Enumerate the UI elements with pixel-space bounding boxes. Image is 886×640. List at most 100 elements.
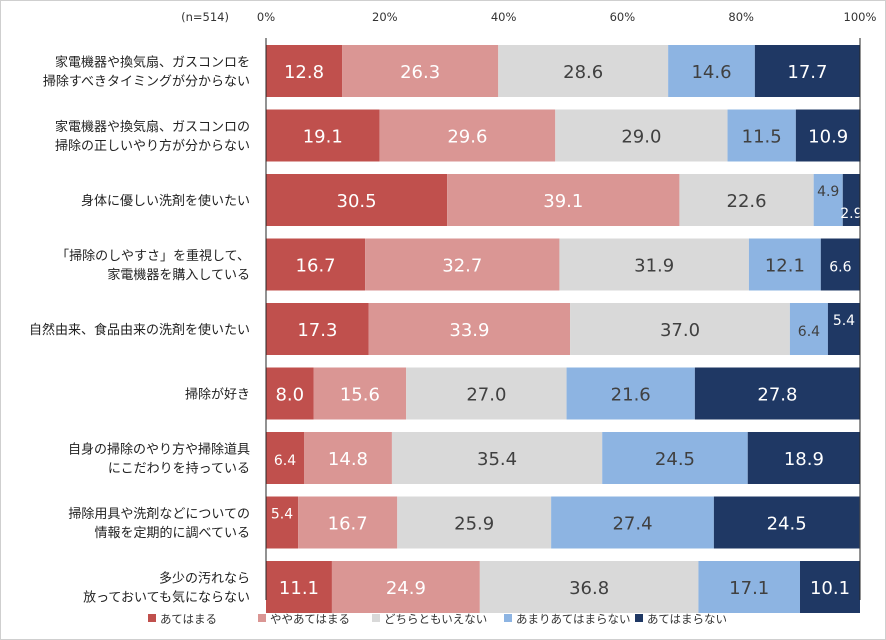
bar-segment bbox=[342, 45, 499, 97]
bar-segment bbox=[406, 367, 567, 420]
bar-segment bbox=[827, 303, 860, 355]
value-label: 10.1 bbox=[810, 578, 850, 599]
bar-segment bbox=[679, 174, 814, 226]
x-tick-label: 0% bbox=[257, 10, 275, 24]
value-label: 21.6 bbox=[611, 385, 651, 406]
value-label: 16.7 bbox=[328, 514, 368, 535]
value-label: 11.1 bbox=[279, 578, 319, 599]
bar-segment bbox=[668, 45, 755, 97]
bar-segment bbox=[368, 303, 571, 355]
value-label: 24.5 bbox=[655, 449, 695, 470]
bar-segment bbox=[602, 432, 748, 484]
value-label: 12.1 bbox=[765, 256, 805, 277]
value-label: 29.0 bbox=[621, 127, 661, 148]
bar-segment bbox=[266, 45, 343, 97]
value-label: 27.0 bbox=[466, 385, 506, 406]
bar-segment bbox=[365, 238, 560, 291]
category-label: にこだわりを持っている bbox=[108, 462, 250, 477]
value-label: 5.4 bbox=[271, 507, 293, 523]
bar-segment bbox=[498, 45, 669, 97]
legend-swatch bbox=[635, 614, 643, 622]
bar-segment bbox=[555, 109, 728, 162]
value-label: 12.8 bbox=[284, 62, 324, 83]
bar-segment bbox=[266, 367, 314, 420]
bar-segment bbox=[298, 496, 398, 549]
value-label: 27.4 bbox=[612, 514, 652, 535]
bar-segment bbox=[266, 561, 332, 613]
value-label: 17.3 bbox=[297, 320, 337, 341]
category-label: 自然由来、食品由来の洗剤を使いたい bbox=[29, 322, 250, 338]
value-label: 6.4 bbox=[274, 453, 296, 469]
legend-label: あまりあてはまらない bbox=[516, 612, 631, 626]
sample-size-label: (n=514) bbox=[181, 10, 229, 24]
bar-segment bbox=[331, 561, 480, 613]
value-label: 15.6 bbox=[340, 385, 380, 406]
value-label: 30.5 bbox=[337, 191, 377, 212]
legend-label: あてはまらない bbox=[647, 612, 727, 626]
value-label: 16.7 bbox=[296, 256, 336, 277]
bar-segment bbox=[266, 174, 448, 226]
bar-segment bbox=[694, 367, 860, 420]
bar-segment bbox=[266, 303, 369, 355]
x-tick-label: 60% bbox=[610, 10, 636, 24]
legend-label: あてはまる bbox=[160, 612, 217, 626]
bar-segment bbox=[754, 45, 860, 97]
value-label: 25.9 bbox=[454, 514, 494, 535]
category-label: 家電機器を購入している bbox=[107, 267, 250, 283]
value-label: 32.7 bbox=[442, 256, 482, 277]
value-label: 14.6 bbox=[691, 62, 731, 83]
value-label: 6.4 bbox=[798, 324, 820, 340]
value-label: 37.0 bbox=[660, 320, 700, 341]
bar-segment bbox=[842, 174, 860, 226]
bar-segment bbox=[397, 496, 552, 549]
bar-segment bbox=[304, 432, 392, 484]
x-tick-label: 20% bbox=[372, 10, 398, 24]
x-tick-label: 40% bbox=[491, 10, 517, 24]
value-label: 10.9 bbox=[808, 127, 848, 148]
category-label: 情報を定期的に調べている bbox=[95, 525, 250, 541]
bar-segment bbox=[313, 367, 407, 420]
bar-segment bbox=[447, 174, 680, 226]
category-label: 掃除の正しいやり方が分からない bbox=[55, 138, 250, 154]
value-label: 35.4 bbox=[477, 449, 517, 470]
value-label: 4.9 bbox=[817, 184, 839, 200]
legend-label: どちらともいえない bbox=[384, 612, 487, 626]
value-label: 39.1 bbox=[543, 191, 583, 212]
value-label: 5.4 bbox=[833, 313, 855, 329]
value-label: 28.6 bbox=[563, 62, 603, 83]
category-label: 身体に優しい洗剤を使いたい bbox=[81, 193, 250, 209]
bar-segment bbox=[266, 496, 299, 549]
bar-segment bbox=[266, 109, 380, 162]
value-label: 22.6 bbox=[727, 191, 767, 212]
legend-swatch bbox=[148, 614, 156, 622]
value-label: 33.9 bbox=[449, 320, 489, 341]
legend-label: ややあてはまる bbox=[270, 612, 350, 626]
value-label: 8.0 bbox=[275, 385, 304, 406]
bar-segment bbox=[559, 238, 749, 291]
bar-segment bbox=[266, 432, 305, 484]
bar-segment bbox=[713, 496, 860, 549]
bar-segment bbox=[698, 561, 801, 613]
value-label: 24.9 bbox=[386, 578, 426, 599]
category-label: 掃除が好き bbox=[185, 387, 250, 403]
bar-segment bbox=[551, 496, 714, 549]
bar-segment bbox=[813, 174, 843, 226]
bar-segment bbox=[391, 432, 603, 484]
legend-swatch bbox=[258, 614, 266, 622]
category-label: 掃除用具や洗剤などについての bbox=[68, 506, 250, 522]
category-label: 放っておいても気にならない bbox=[83, 590, 250, 606]
bar-segment bbox=[795, 109, 861, 162]
legend-swatch bbox=[504, 614, 512, 622]
category-label: 自身の掃除のやり方や掃除道具 bbox=[68, 442, 250, 458]
value-label: 27.8 bbox=[757, 385, 797, 406]
category-label: 「掃除のしやすさ」を重視して、 bbox=[56, 248, 250, 264]
value-label: 11.5 bbox=[742, 127, 782, 148]
value-label: 26.3 bbox=[400, 62, 440, 83]
legend-swatch bbox=[372, 614, 380, 622]
x-tick-label: 100% bbox=[844, 10, 877, 24]
value-label: 17.1 bbox=[729, 578, 769, 599]
value-label: 19.1 bbox=[303, 127, 343, 148]
category-label: 多少の汚れなら bbox=[159, 571, 250, 587]
bar-segment bbox=[789, 303, 828, 355]
bar-segment bbox=[800, 561, 860, 613]
